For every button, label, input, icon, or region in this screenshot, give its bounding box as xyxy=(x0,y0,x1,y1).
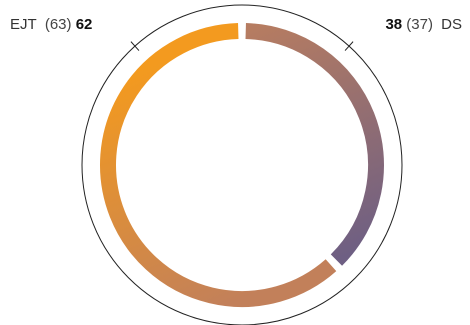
previous-value-ds: (37) xyxy=(406,16,433,33)
label-ejt: EJT (63) 62 xyxy=(10,16,92,34)
label-ds: 38 (37) DS xyxy=(385,16,462,34)
donut-segment-ds xyxy=(245,23,384,266)
previous-value-ejt: (63) xyxy=(44,16,72,33)
value-ejt: 62 xyxy=(75,16,93,33)
series-name-ejt: EJT xyxy=(10,16,37,33)
leader-tick-ejt xyxy=(130,41,140,51)
donut-segment-ejt xyxy=(100,23,337,307)
chart-outline-circle xyxy=(81,4,403,325)
donut-segments xyxy=(100,23,384,307)
leader-tick-ds xyxy=(344,41,354,51)
label-leader-ticks xyxy=(130,41,354,51)
value-ds: 38 xyxy=(385,16,403,33)
series-name-ds: DS xyxy=(441,16,462,33)
